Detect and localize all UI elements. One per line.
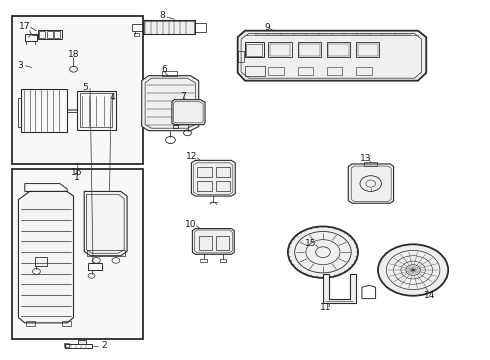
Bar	[299, 44, 319, 56]
Text: 1: 1	[74, 173, 80, 182]
Polygon shape	[348, 164, 393, 203]
Bar	[216, 181, 230, 191]
Text: 10: 10	[185, 220, 196, 229]
Polygon shape	[238, 31, 426, 81]
Bar	[356, 42, 379, 57]
Bar	[216, 167, 230, 177]
Text: 14: 14	[423, 291, 435, 300]
Text: 3: 3	[17, 61, 23, 70]
Bar	[245, 66, 266, 76]
Circle shape	[378, 244, 448, 296]
Bar	[64, 343, 69, 347]
Bar	[132, 24, 143, 31]
Bar	[246, 44, 262, 56]
Bar	[197, 167, 212, 177]
Text: 15: 15	[305, 239, 317, 248]
Bar	[12, 16, 143, 164]
Bar	[328, 44, 349, 56]
Text: 4: 4	[110, 93, 115, 102]
Bar	[39, 31, 45, 38]
Bar	[297, 67, 313, 75]
Text: 12: 12	[186, 152, 197, 161]
Text: 18: 18	[68, 50, 79, 59]
Bar	[54, 31, 60, 38]
Polygon shape	[84, 192, 127, 256]
Bar	[216, 236, 229, 249]
Polygon shape	[192, 160, 235, 196]
Bar	[197, 181, 212, 191]
Bar	[327, 42, 350, 57]
Bar	[38, 30, 62, 39]
Bar	[77, 91, 116, 130]
Bar	[365, 162, 376, 166]
Polygon shape	[193, 229, 234, 254]
Polygon shape	[323, 274, 356, 303]
Bar	[245, 42, 264, 57]
Bar	[12, 169, 143, 339]
Text: 2: 2	[101, 341, 106, 350]
Bar	[358, 44, 378, 56]
Bar	[297, 42, 321, 57]
Bar	[199, 236, 212, 249]
Bar	[270, 44, 290, 56]
Bar	[356, 67, 372, 75]
Bar	[62, 321, 71, 326]
Text: 6: 6	[162, 66, 168, 75]
Bar	[269, 67, 284, 75]
Polygon shape	[19, 192, 74, 323]
Bar	[88, 263, 102, 270]
Text: 11: 11	[319, 303, 331, 312]
Text: 8: 8	[159, 11, 165, 20]
Bar	[26, 321, 34, 326]
Text: 5: 5	[82, 83, 88, 92]
Bar	[25, 34, 37, 41]
Polygon shape	[142, 76, 199, 131]
Bar	[143, 20, 196, 34]
Bar	[200, 258, 207, 262]
Bar	[21, 89, 67, 132]
Bar	[327, 67, 343, 75]
Bar	[269, 42, 292, 57]
Text: 13: 13	[360, 154, 371, 163]
Text: 9: 9	[264, 23, 270, 32]
Bar	[196, 23, 206, 32]
Bar	[162, 71, 177, 76]
Circle shape	[288, 226, 358, 278]
Bar	[238, 51, 244, 62]
Bar	[80, 93, 112, 127]
Bar	[87, 250, 124, 256]
Bar	[78, 340, 86, 343]
Bar	[34, 257, 47, 266]
Bar	[220, 258, 226, 262]
Bar	[144, 21, 195, 33]
Text: 17: 17	[19, 22, 30, 31]
Text: 16: 16	[71, 168, 83, 177]
Polygon shape	[172, 100, 205, 125]
Bar	[47, 31, 52, 38]
Bar	[134, 33, 139, 36]
Text: 7: 7	[180, 91, 186, 100]
